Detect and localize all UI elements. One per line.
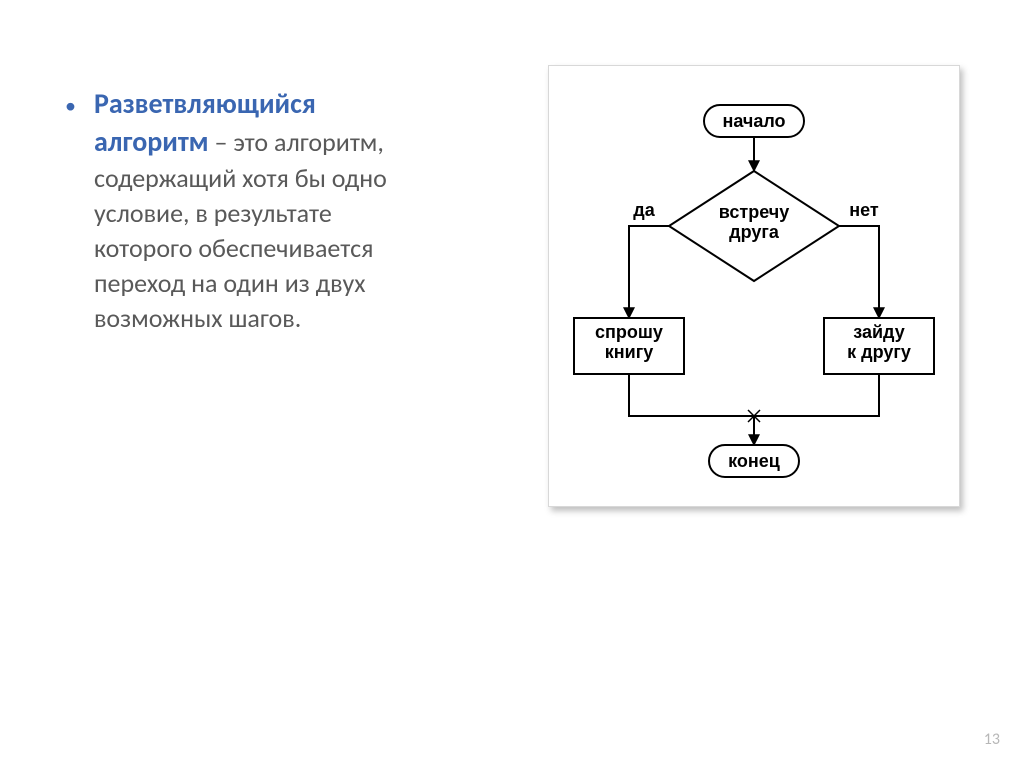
svg-text:встречудруга: встречудруга [719, 202, 789, 242]
svg-text:нет: нет [849, 200, 879, 220]
slide: • Разветвляющийся алгоритм – это алгорит… [0, 0, 1024, 767]
flowchart-svg: начало встречудруга спрошукнигу зайдук друг… [549, 66, 959, 506]
flowchart-frame: начало встречудруга спрошукнигу зайдук друг… [548, 65, 960, 507]
definition-text: • Разветвляющийся алгоритм – это алгорит… [65, 85, 435, 336]
bullet-dot: • [65, 91, 76, 121]
svg-text:начало: начало [722, 111, 785, 131]
svg-text:спрошукнигу: спрошукнигу [595, 322, 663, 362]
svg-text:зайдук другу: зайдук другу [847, 322, 911, 362]
svg-text:конец: конец [728, 451, 780, 471]
bullet-item: • Разветвляющийся алгоритм – это алгорит… [65, 85, 435, 336]
bullet-text: Разветвляющийся алгоритм – это алгоритм,… [94, 85, 435, 336]
page-number: 13 [984, 730, 1000, 749]
svg-text:да: да [633, 200, 655, 220]
